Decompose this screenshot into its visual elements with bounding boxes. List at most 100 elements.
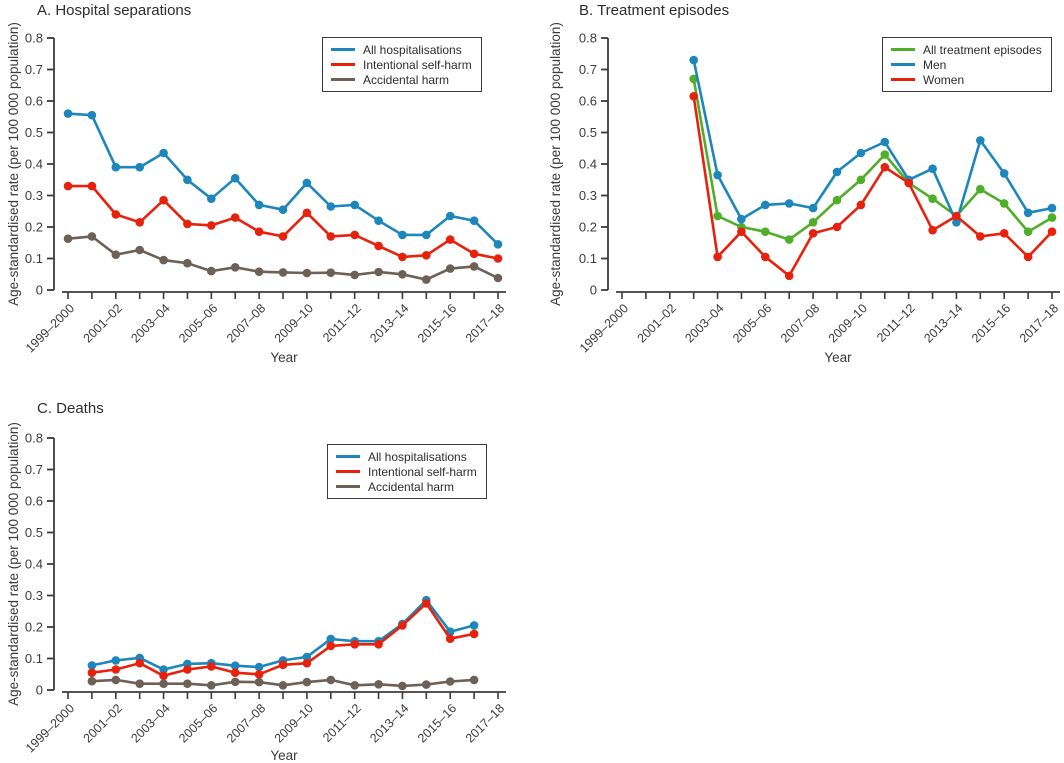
legend-swatch-red: [336, 470, 360, 473]
legend-label: All hospitalisations: [363, 42, 462, 57]
svg-text:2015–16: 2015–16: [415, 301, 459, 345]
legend-item: Men: [891, 57, 1042, 72]
svg-text:2009–10: 2009–10: [272, 701, 316, 745]
svg-text:2011–12: 2011–12: [320, 301, 364, 345]
svg-text:1999–2000: 1999–2000: [23, 301, 77, 355]
svg-text:2007–08: 2007–08: [224, 701, 268, 745]
x-axis-label-a: Year: [270, 350, 298, 365]
legend-swatch-green: [891, 48, 915, 51]
svg-text:2007–08: 2007–08: [778, 301, 822, 345]
svg-text:2001–02: 2001–02: [81, 701, 125, 745]
legend-swatch-blue: [336, 455, 360, 458]
legend-label: Intentional self-harm: [368, 464, 477, 479]
svg-text:0: 0: [590, 283, 597, 298]
svg-text:0.4: 0.4: [25, 557, 43, 572]
svg-text:0.3: 0.3: [25, 188, 43, 203]
legend-label: Women: [923, 72, 965, 87]
svg-text:2017–18: 2017–18: [463, 701, 507, 745]
legend-item: All treatment episodes: [891, 42, 1042, 57]
legend-item: All hospitalisations: [336, 449, 477, 464]
svg-text:0.4: 0.4: [25, 157, 43, 172]
svg-text:2013–14: 2013–14: [367, 701, 411, 745]
legend-label: Accidental harm: [363, 72, 450, 87]
svg-text:0.4: 0.4: [579, 157, 597, 172]
svg-text:0.7: 0.7: [579, 62, 597, 77]
legend-swatch-red: [891, 78, 915, 81]
svg-text:0.3: 0.3: [25, 588, 43, 603]
svg-text:2001–02: 2001–02: [635, 301, 679, 345]
svg-text:2009–10: 2009–10: [272, 301, 316, 345]
y-axis-label-a: Age-standardised rate (per 100 000 popul…: [6, 22, 21, 306]
svg-text:0.2: 0.2: [25, 620, 43, 635]
svg-text:0.6: 0.6: [25, 94, 43, 109]
svg-text:0.5: 0.5: [579, 125, 597, 140]
legend-swatch-gray: [331, 78, 355, 81]
svg-text:2015–16: 2015–16: [969, 301, 1013, 345]
svg-text:2003–04: 2003–04: [682, 301, 726, 345]
y-axis-label-b: Age-standardised rate (per 100 000 popul…: [548, 22, 563, 306]
legend-label: All treatment episodes: [923, 42, 1042, 57]
legend-item: Intentional self-harm: [336, 464, 477, 479]
svg-text:0.1: 0.1: [579, 251, 597, 266]
legend-label: Intentional self-harm: [363, 57, 472, 72]
panel-hospital-separations: 0 0.1 0.2 0.3 0.4 0.5 0.6 0.7 0.8 1999–2000 2001–0…: [0, 0, 532, 380]
legend-c: All hospitalisations Intentional self-ha…: [327, 444, 487, 499]
legend-item: Accidental harm: [331, 72, 472, 87]
svg-text:0.2: 0.2: [25, 220, 43, 235]
panel-treatment-episodes: 0 0.1 0.2 0.3 0.4 0.5 0.6 0.7 0.8 1999–2000 2001–0…: [532, 0, 1064, 380]
svg-text:2005–06: 2005–06: [176, 301, 220, 345]
legend-item: All hospitalisations: [331, 42, 472, 57]
svg-text:2003–04: 2003–04: [128, 701, 172, 745]
line-chart-treatment-episodes: 0 0.1 0.2 0.3 0.4 0.5 0.6 0.7 0.8 1999–2000 2001–0…: [577, 31, 1061, 356]
svg-text:1999–2000: 1999–2000: [577, 301, 631, 355]
legend-b: All treatment episodes Men Women: [882, 37, 1052, 92]
svg-text:2011–12: 2011–12: [320, 701, 364, 745]
svg-text:2011–12: 2011–12: [874, 301, 918, 345]
legend-label: Accidental harm: [368, 479, 455, 494]
svg-text:0.7: 0.7: [25, 462, 43, 477]
svg-text:0.6: 0.6: [579, 94, 597, 109]
svg-text:2009–10: 2009–10: [826, 301, 870, 345]
svg-text:0.2: 0.2: [579, 220, 597, 235]
svg-text:2005–06: 2005–06: [176, 701, 220, 745]
legend-label: Men: [923, 57, 947, 72]
svg-text:2015–16: 2015–16: [415, 701, 459, 745]
svg-text:0: 0: [36, 283, 43, 298]
legend-swatch-gray: [336, 485, 360, 488]
svg-text:0.5: 0.5: [25, 125, 43, 140]
y-axis-label-c: Age-standardised rate (per 100 000 popul…: [6, 422, 21, 706]
svg-text:2003–04: 2003–04: [128, 301, 172, 345]
svg-text:0.8: 0.8: [579, 31, 597, 46]
svg-text:2017–18: 2017–18: [1017, 301, 1061, 345]
svg-text:2017–18: 2017–18: [463, 301, 507, 345]
svg-text:0.8: 0.8: [25, 431, 43, 446]
legend-swatch-blue: [331, 48, 355, 51]
svg-text:0: 0: [36, 683, 43, 698]
panel-title-a: A. Hospital separations: [37, 2, 192, 19]
svg-text:2007–08: 2007–08: [224, 301, 268, 345]
line-chart-deaths: 0 0.1 0.2 0.3 0.4 0.5 0.6 0.7 0.8 1999–2000 2001–0…: [23, 431, 507, 756]
svg-text:0.8: 0.8: [25, 31, 43, 46]
svg-text:0.1: 0.1: [25, 651, 43, 666]
legend-swatch-blue: [891, 63, 915, 66]
svg-text:0.1: 0.1: [25, 251, 43, 266]
svg-text:0.7: 0.7: [25, 62, 43, 77]
svg-text:2005–06: 2005–06: [730, 301, 774, 345]
svg-text:0.6: 0.6: [25, 494, 43, 509]
x-axis-label-c: Year: [270, 748, 298, 763]
svg-text:2001–02: 2001–02: [81, 301, 125, 345]
legend-item: Women: [891, 72, 1042, 87]
panel-deaths: 0 0.1 0.2 0.3 0.4 0.5 0.6 0.7 0.8 1999–2000 2001–0…: [0, 380, 532, 763]
panel-title-b: B. Treatment episodes: [579, 2, 730, 19]
line-chart-hospital-separations: 0 0.1 0.2 0.3 0.4 0.5 0.6 0.7 0.8 1999–2000 2001–0…: [23, 31, 507, 356]
svg-text:2013–14: 2013–14: [367, 301, 411, 345]
legend-swatch-red: [331, 63, 355, 66]
svg-text:2013–14: 2013–14: [921, 301, 965, 345]
svg-text:0.5: 0.5: [25, 525, 43, 540]
x-axis-label-b: Year: [824, 350, 852, 365]
legend-label: All hospitalisations: [368, 449, 467, 464]
legend-a: All hospitalisations Intentional self-ha…: [322, 37, 482, 92]
legend-item: Accidental harm: [336, 479, 477, 494]
panel-title-c: C. Deaths: [37, 400, 104, 417]
